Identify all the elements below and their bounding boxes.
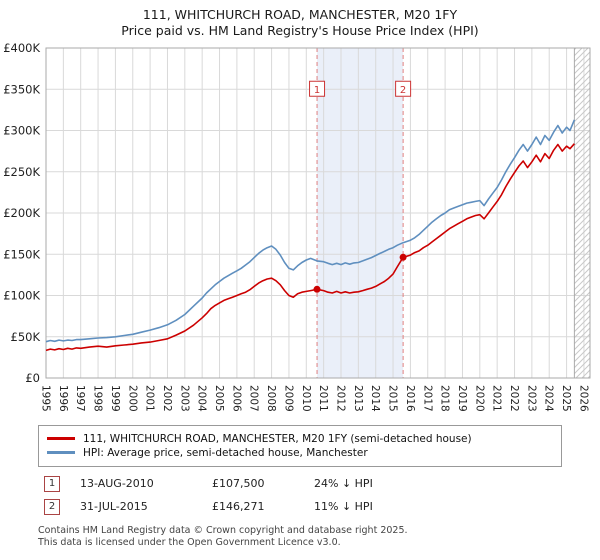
svg-text:2023: 2023 (525, 385, 537, 412)
svg-text:1998: 1998 (92, 385, 104, 412)
sale-annotations: 1 13-AUG-2010 £107,500 24% ↓ HPI 2 31-JU… (44, 475, 600, 515)
svg-text:2005: 2005 (213, 385, 225, 412)
svg-text:£50K: £50K (11, 329, 41, 343)
sale-1-price: £107,500 (212, 477, 265, 490)
svg-text:2018: 2018 (439, 385, 451, 412)
svg-text:2013: 2013 (352, 385, 364, 412)
svg-text:2020: 2020 (473, 385, 485, 412)
svg-text:2006: 2006 (230, 385, 242, 412)
svg-text:2009: 2009 (282, 385, 294, 412)
sale-row-1: 1 13-AUG-2010 £107,500 24% ↓ HPI (44, 475, 600, 492)
svg-text:1997: 1997 (74, 385, 86, 412)
legend-item-property: 111, WHITCHURCH ROAD, MANCHESTER, M20 1F… (47, 433, 553, 445)
svg-text:2003: 2003 (178, 385, 190, 412)
sale-2-vs-hpi: 11% ↓ HPI (314, 500, 373, 513)
svg-text:2010: 2010 (300, 385, 312, 412)
legend-swatch (47, 451, 75, 454)
svg-text:2008: 2008 (265, 385, 277, 412)
svg-text:1999: 1999 (109, 385, 121, 412)
svg-text:£300K: £300K (3, 123, 40, 137)
price-chart: 1 2 £0 £50K £100K £150K £200K £250K £300K £350K £4… (3, 41, 591, 412)
legend: 111, WHITCHURCH ROAD, MANCHESTER, M20 1F… (38, 424, 562, 467)
svg-text:2025: 2025 (560, 385, 572, 412)
svg-text:2007: 2007 (248, 385, 260, 412)
svg-text:2012: 2012 (335, 385, 347, 412)
legend-swatch (47, 437, 75, 440)
page-title: 111, WHITCHURCH ROAD, MANCHESTER, M20 1F… (142, 7, 458, 22)
svg-text:2004: 2004 (196, 385, 208, 412)
sale-1-date: 13-AUG-2010 (80, 477, 154, 490)
svg-text:2017: 2017 (421, 385, 433, 412)
footer-line-1: Contains HM Land Registry data © Crown c… (38, 524, 408, 536)
footer-line-2: This data is licensed under the Open Gov… (38, 536, 341, 548)
legend-label-property: 111, WHITCHURCH ROAD, MANCHESTER, M20 1F… (83, 432, 472, 445)
sale-2-price: £146,271 (212, 500, 265, 513)
svg-text:2026: 2026 (577, 385, 589, 412)
sale-2-date: 31-JUL-2015 (80, 500, 148, 513)
svg-text:£0: £0 (25, 371, 40, 385)
svg-text:£100K: £100K (3, 288, 40, 302)
svg-text:2021: 2021 (491, 385, 503, 412)
legend-label-hpi: HPI: Average price, semi-detached house,… (83, 446, 368, 459)
svg-text:£250K: £250K (3, 164, 40, 178)
page-subtitle: Price paid vs. HM Land Registry's House … (121, 23, 479, 39)
svg-text:2014: 2014 (369, 385, 381, 412)
svg-text:2002: 2002 (161, 385, 173, 412)
svg-text:1: 1 (314, 84, 320, 95)
svg-text:2019: 2019 (456, 385, 468, 412)
svg-text:£400K: £400K (3, 42, 40, 55)
svg-text:2001: 2001 (144, 385, 156, 412)
license-footer: Contains HM Land Registry data © Crown c… (38, 525, 600, 550)
svg-text:2016: 2016 (404, 385, 416, 412)
svg-text:2015: 2015 (387, 385, 399, 412)
svg-text:£200K: £200K (3, 206, 40, 220)
svg-text:£150K: £150K (3, 247, 40, 261)
svg-text:1996: 1996 (57, 385, 69, 412)
legend-item-hpi: HPI: Average price, semi-detached house,… (47, 447, 553, 459)
svg-text:2000: 2000 (126, 385, 138, 412)
sale-1-number-badge: 1 (44, 475, 60, 492)
svg-text:2024: 2024 (543, 385, 555, 412)
svg-text:2: 2 (400, 84, 406, 95)
svg-text:2011: 2011 (317, 385, 329, 412)
svg-text:1995: 1995 (40, 385, 52, 412)
chart-area: 1 2 £0 £50K £100K £150K £200K £250K £300K £350K £4… (0, 41, 600, 422)
sale-1-vs-hpi: 24% ↓ HPI (314, 477, 373, 490)
sale-2-number-badge: 2 (44, 498, 60, 515)
svg-text:£350K: £350K (3, 82, 40, 96)
sale-row-2: 2 31-JUL-2015 £146,271 11% ↓ HPI (44, 498, 600, 515)
svg-text:2022: 2022 (508, 385, 520, 412)
